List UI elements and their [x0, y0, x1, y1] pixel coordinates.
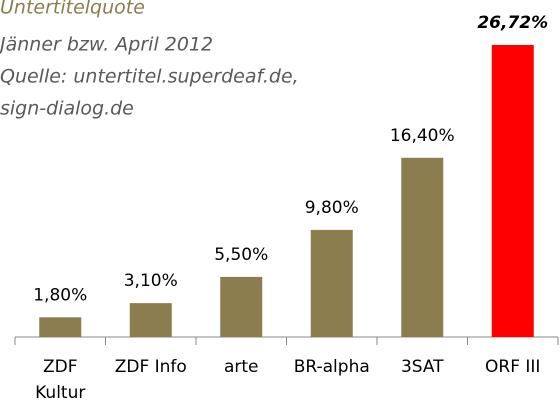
x-tick-label: arte: [224, 357, 259, 377]
bar: [129, 303, 172, 337]
bar: [220, 276, 263, 337]
data-label: 3,10%: [124, 271, 178, 291]
bar: [39, 317, 82, 337]
data-label: 5,50%: [214, 245, 268, 265]
x-tick-label: ZDF Kultur: [35, 357, 85, 403]
chart-title: Untertitelquote: [0, 0, 145, 19]
data-label: 26,72%: [477, 13, 548, 33]
data-label: 16,40%: [390, 126, 455, 146]
subtitle: Jänner bzw. April 2012: [0, 34, 213, 56]
x-tick-label: 3SAT: [401, 357, 444, 377]
bar: [491, 45, 534, 337]
x-tick-label: ZDF Info: [115, 357, 187, 377]
bar: [401, 157, 444, 337]
x-tick-label: BR-alpha: [294, 357, 370, 377]
data-label: 9,80%: [305, 198, 359, 218]
subtitle: sign-dialog.de: [0, 98, 134, 120]
bar: [310, 229, 353, 337]
subtitle: Quelle: untertitel.superdeaf.de,: [0, 66, 299, 88]
x-tick-label: ORF III: [485, 357, 540, 377]
data-label: 1,80%: [33, 285, 87, 305]
